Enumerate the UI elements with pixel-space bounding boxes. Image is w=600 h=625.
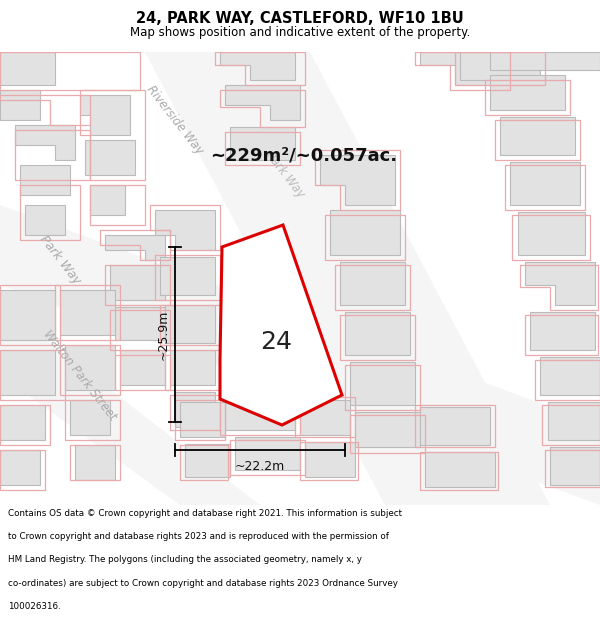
Polygon shape	[420, 52, 500, 85]
Text: Park Way: Park Way	[37, 233, 83, 287]
Polygon shape	[0, 450, 40, 485]
Polygon shape	[220, 52, 295, 80]
Polygon shape	[320, 155, 395, 205]
Polygon shape	[65, 345, 115, 390]
Polygon shape	[350, 362, 415, 405]
Polygon shape	[548, 402, 600, 440]
Text: to Crown copyright and database rights 2023 and is reproduced with the permissio: to Crown copyright and database rights 2…	[8, 532, 389, 541]
Polygon shape	[60, 290, 115, 335]
Polygon shape	[300, 400, 350, 435]
Polygon shape	[525, 262, 595, 305]
Polygon shape	[460, 52, 540, 80]
Polygon shape	[120, 350, 165, 385]
Polygon shape	[340, 262, 405, 305]
Polygon shape	[490, 75, 565, 110]
Polygon shape	[175, 392, 215, 427]
Polygon shape	[530, 312, 595, 350]
Text: ~229m²/~0.057ac.: ~229m²/~0.057ac.	[210, 146, 397, 164]
Polygon shape	[0, 290, 55, 340]
Text: 100026316.: 100026316.	[8, 602, 61, 611]
Polygon shape	[345, 312, 410, 355]
Polygon shape	[235, 437, 300, 470]
Text: ~25.9m: ~25.9m	[157, 309, 170, 359]
Polygon shape	[155, 210, 215, 250]
Polygon shape	[90, 185, 125, 215]
Polygon shape	[550, 447, 600, 485]
Polygon shape	[0, 305, 260, 505]
Polygon shape	[185, 444, 230, 477]
Polygon shape	[420, 407, 490, 445]
Polygon shape	[85, 140, 135, 175]
Polygon shape	[518, 212, 585, 255]
Polygon shape	[105, 235, 165, 260]
Polygon shape	[165, 305, 215, 343]
Polygon shape	[20, 165, 70, 195]
Text: 24, PARK WAY, CASTLEFORD, WF10 1BU: 24, PARK WAY, CASTLEFORD, WF10 1BU	[136, 11, 464, 26]
Text: co-ordinates) are subject to Crown copyright and database rights 2023 Ordnance S: co-ordinates) are subject to Crown copyr…	[8, 579, 398, 587]
Polygon shape	[225, 395, 295, 430]
Text: HM Land Registry. The polygons (including the associated geometry, namely x, y: HM Land Registry. The polygons (includin…	[8, 556, 362, 564]
Polygon shape	[225, 85, 300, 120]
Polygon shape	[0, 90, 40, 120]
Text: Map shows position and indicative extent of the property.: Map shows position and indicative extent…	[130, 26, 470, 39]
Polygon shape	[170, 350, 215, 385]
Text: Park Way: Park Way	[263, 149, 307, 201]
Polygon shape	[0, 405, 45, 440]
Polygon shape	[25, 205, 65, 235]
Polygon shape	[80, 95, 130, 135]
Polygon shape	[180, 402, 225, 437]
Text: Walton Park Street: Walton Park Street	[41, 328, 119, 422]
Polygon shape	[510, 162, 580, 205]
Polygon shape	[0, 205, 600, 505]
Polygon shape	[425, 452, 495, 487]
Text: ~22.2m: ~22.2m	[235, 459, 285, 472]
Polygon shape	[220, 225, 342, 425]
Polygon shape	[330, 210, 400, 255]
Polygon shape	[305, 442, 355, 477]
Polygon shape	[355, 412, 420, 447]
Polygon shape	[160, 257, 215, 295]
Polygon shape	[70, 400, 110, 435]
Text: Contains OS data © Crown copyright and database right 2021. This information is : Contains OS data © Crown copyright and d…	[8, 509, 402, 518]
Text: 24: 24	[260, 330, 293, 354]
Polygon shape	[490, 52, 600, 70]
Text: Riverside Way: Riverside Way	[144, 83, 206, 157]
Polygon shape	[75, 445, 115, 480]
Polygon shape	[15, 125, 75, 160]
Polygon shape	[145, 52, 550, 505]
Polygon shape	[115, 307, 165, 340]
Polygon shape	[0, 52, 55, 85]
Polygon shape	[230, 127, 295, 160]
Polygon shape	[540, 357, 600, 395]
Polygon shape	[500, 117, 575, 155]
Polygon shape	[0, 350, 55, 395]
Polygon shape	[110, 265, 165, 300]
